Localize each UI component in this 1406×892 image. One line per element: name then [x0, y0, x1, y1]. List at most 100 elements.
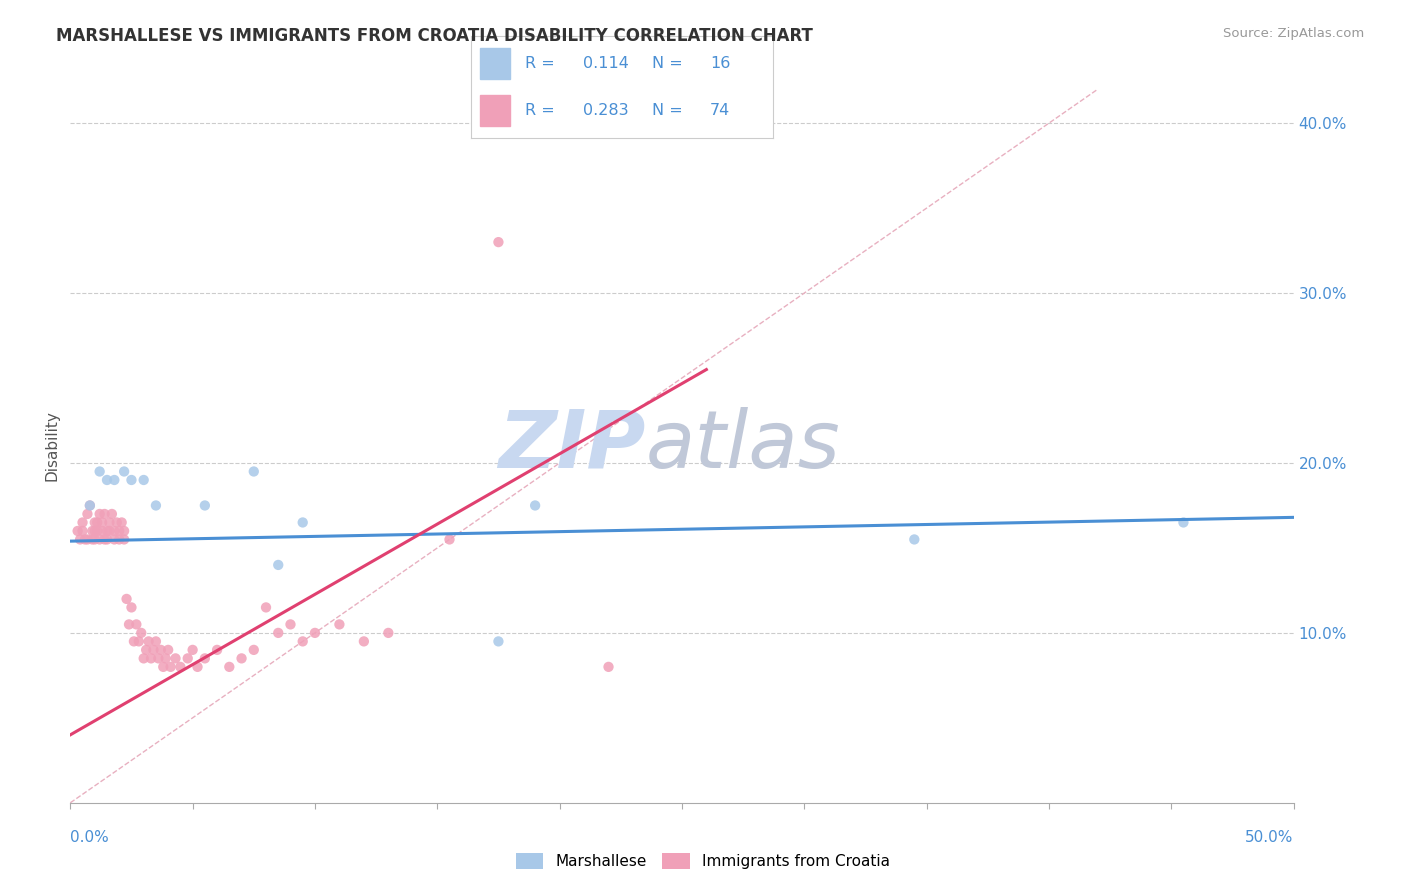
Point: [488, 235, 510, 249]
Point: [98, 516, 121, 530]
Point: [304, 626, 326, 640]
Point: [291, 634, 314, 648]
Text: 0.283: 0.283: [583, 103, 628, 118]
Point: [118, 617, 141, 632]
Point: [205, 643, 228, 657]
Point: [101, 507, 124, 521]
Point: [152, 660, 174, 674]
Text: R =: R =: [526, 56, 555, 70]
Point: [280, 617, 302, 632]
Point: [89, 533, 111, 547]
Text: 0.0%: 0.0%: [70, 830, 110, 845]
Point: [86, 524, 108, 538]
Point: [79, 499, 101, 513]
Point: [132, 651, 155, 665]
Text: N =: N =: [652, 56, 683, 70]
Point: [76, 533, 98, 547]
Point: [73, 533, 96, 547]
Point: [76, 507, 98, 521]
Point: [91, 524, 114, 538]
Point: [291, 516, 314, 530]
Y-axis label: Disability: Disability: [44, 410, 59, 482]
Point: [267, 558, 290, 572]
Text: MARSHALLESE VS IMMIGRANTS FROM CROATIA DISABILITY CORRELATION CHART: MARSHALLESE VS IMMIGRANTS FROM CROATIA D…: [56, 27, 813, 45]
Text: Source: ZipAtlas.com: Source: ZipAtlas.com: [1223, 27, 1364, 40]
Legend: Marshallese, Immigrants from Croatia: Marshallese, Immigrants from Croatia: [510, 847, 896, 875]
Point: [231, 651, 253, 665]
Text: 0.114: 0.114: [583, 56, 628, 70]
Point: [155, 651, 177, 665]
Point: [121, 600, 143, 615]
Point: [89, 465, 111, 479]
Point: [488, 634, 510, 648]
Point: [112, 465, 135, 479]
Point: [82, 524, 104, 538]
Point: [111, 516, 134, 530]
Point: [157, 643, 180, 657]
Point: [122, 634, 145, 648]
Point: [83, 533, 105, 547]
Point: [194, 651, 217, 665]
Text: 16: 16: [710, 56, 730, 70]
Point: [177, 651, 200, 665]
Point: [105, 516, 128, 530]
Point: [186, 660, 208, 674]
Point: [69, 533, 91, 547]
Point: [132, 473, 155, 487]
Text: 50.0%: 50.0%: [1246, 830, 1294, 845]
Point: [103, 533, 125, 547]
Point: [243, 643, 266, 657]
Point: [89, 507, 111, 521]
Text: atlas: atlas: [645, 407, 839, 485]
Point: [103, 473, 125, 487]
Point: [115, 591, 138, 606]
Point: [148, 651, 170, 665]
Point: [79, 499, 101, 513]
Point: [66, 524, 89, 538]
Point: [83, 516, 105, 530]
Point: [135, 643, 157, 657]
Point: [194, 499, 217, 513]
Point: [218, 660, 240, 674]
Point: [82, 533, 104, 547]
Point: [159, 660, 181, 674]
Point: [72, 524, 94, 538]
Text: 74: 74: [710, 103, 730, 118]
Point: [149, 643, 172, 657]
Point: [112, 524, 135, 538]
Point: [125, 617, 148, 632]
Point: [142, 643, 165, 657]
Point: [121, 473, 143, 487]
Text: N =: N =: [652, 103, 683, 118]
Bar: [479, 95, 510, 126]
Point: [138, 634, 160, 648]
Point: [96, 524, 118, 538]
Point: [169, 660, 191, 674]
Point: [353, 634, 375, 648]
Point: [112, 533, 135, 547]
Point: [439, 533, 461, 547]
Point: [145, 634, 167, 648]
Point: [165, 651, 187, 665]
Point: [254, 600, 277, 615]
Point: [267, 626, 290, 640]
Point: [91, 516, 114, 530]
Point: [86, 516, 108, 530]
Point: [145, 499, 167, 513]
Point: [903, 533, 925, 547]
Bar: [479, 48, 510, 78]
Point: [96, 473, 118, 487]
Point: [328, 617, 350, 632]
Point: [129, 626, 152, 640]
Point: [108, 533, 131, 547]
Point: [524, 499, 547, 513]
Point: [128, 634, 150, 648]
Point: [96, 533, 118, 547]
Text: ZIP: ZIP: [498, 407, 645, 485]
Text: R =: R =: [526, 103, 555, 118]
Point: [1173, 516, 1195, 530]
Point: [598, 660, 620, 674]
Point: [243, 465, 266, 479]
Point: [139, 651, 162, 665]
Point: [108, 524, 131, 538]
